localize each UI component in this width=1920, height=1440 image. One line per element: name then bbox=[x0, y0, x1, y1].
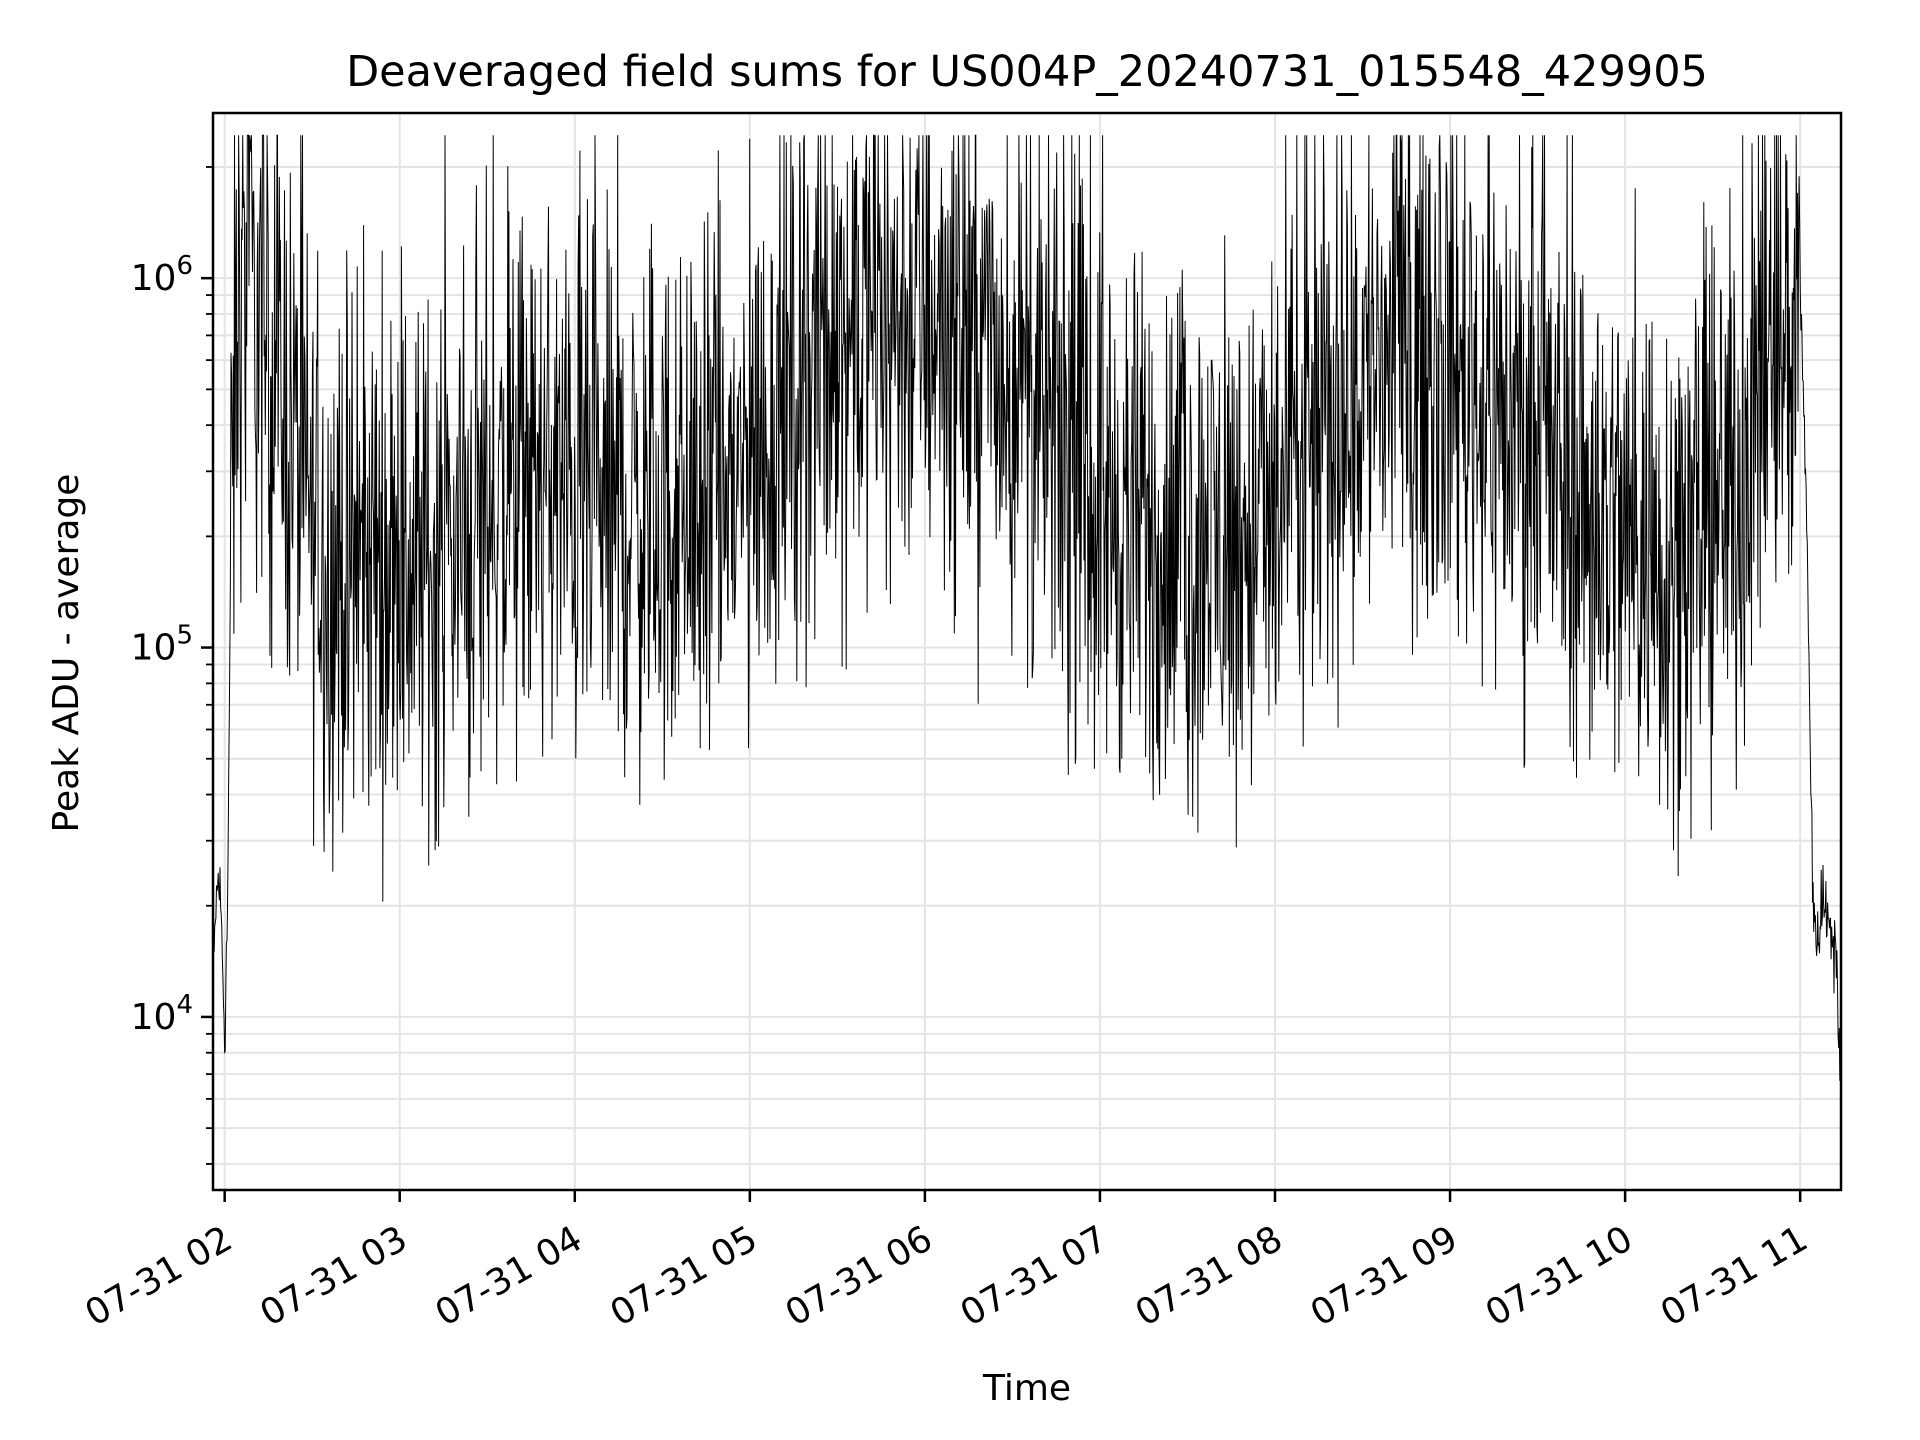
x-tick-label: 07-31 08 bbox=[1129, 1218, 1290, 1334]
x-axis-label: Time bbox=[982, 1368, 1071, 1409]
x-tick-label: 07-31 05 bbox=[604, 1218, 765, 1334]
y-tick-label: 106 bbox=[131, 251, 193, 299]
x-tick-label: 07-31 11 bbox=[1654, 1218, 1815, 1334]
plot-area bbox=[212, 134, 1842, 1083]
x-tick-label: 07-31 02 bbox=[78, 1218, 239, 1334]
y-tick-label: 104 bbox=[131, 990, 193, 1038]
x-tick-label: 07-31 03 bbox=[254, 1218, 415, 1334]
plot-frame bbox=[211, 111, 1843, 1192]
y-axis-label: Peak ADU - average bbox=[46, 474, 87, 833]
x-tick-label: 07-31 07 bbox=[954, 1218, 1115, 1334]
x-tick-label: 07-31 06 bbox=[779, 1218, 940, 1334]
x-tick-label: 07-31 04 bbox=[429, 1218, 590, 1334]
y-tick-label: 105 bbox=[131, 621, 193, 669]
chart-title: Deaveraged field sums for US004P_2024073… bbox=[346, 47, 1708, 97]
x-tick-label: 07-31 10 bbox=[1479, 1218, 1640, 1334]
series-line bbox=[212, 134, 1842, 1083]
x-tick-label: 07-31 09 bbox=[1304, 1218, 1465, 1334]
